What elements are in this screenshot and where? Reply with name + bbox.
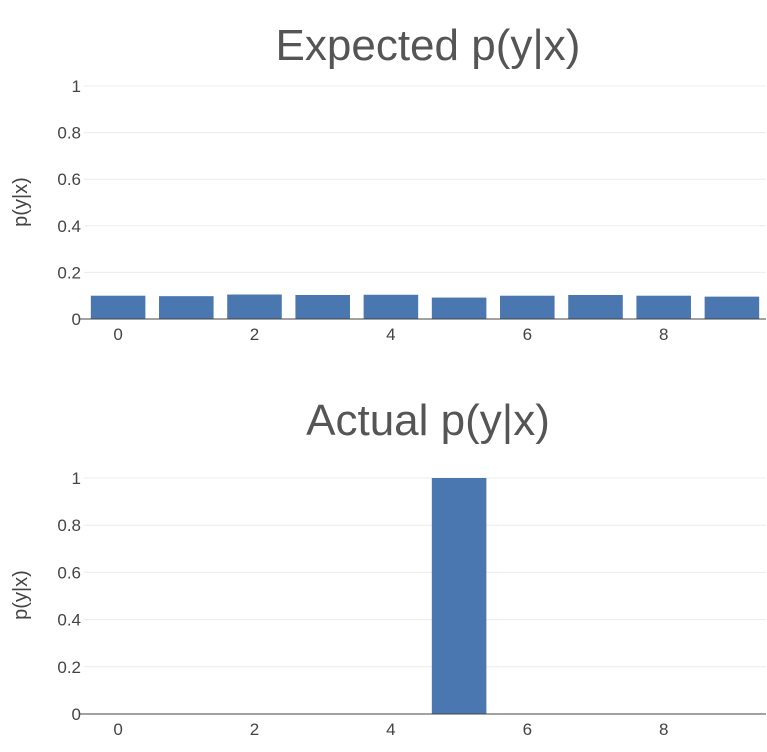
y-tick-label: 0.6 (57, 170, 81, 189)
chart-title: Expected p(y|x) (276, 21, 581, 70)
actual-chart: Actual p(y|x) p(y|x) 0 0.2 0.4 0.6 0.8 1 0 2 4 6 8 (10, 396, 766, 739)
x-tick-label: 2 (250, 325, 259, 344)
x-tick-label: 2 (250, 720, 259, 739)
y-tick-label: 0.6 (57, 563, 81, 582)
x-tick-label: 0 (113, 720, 122, 739)
y-tick-label: 1 (72, 77, 81, 96)
bar (704, 296, 760, 319)
bar (90, 295, 146, 319)
y-tick-label: 0.4 (57, 611, 81, 630)
bar (363, 294, 419, 319)
y-tick-label: 1 (72, 469, 81, 488)
y-tick-label: 0.2 (57, 263, 81, 282)
y-tick-label: 0 (72, 310, 81, 329)
plot-area: 0 0.2 0.4 0.6 0.8 1 0 2 4 6 8 (57, 77, 766, 344)
bar (500, 295, 555, 319)
x-tick-label: 8 (659, 325, 668, 344)
bar (568, 295, 623, 319)
x-tick-label: 0 (113, 325, 122, 344)
plot-area: 0 0.2 0.4 0.6 0.8 1 0 2 4 6 8 (57, 469, 766, 739)
bar (295, 295, 350, 319)
bar (159, 296, 214, 319)
y-tick-label: 0.4 (57, 217, 81, 236)
bar (431, 297, 487, 319)
x-tick-label: 4 (386, 325, 395, 344)
bar (227, 294, 282, 319)
y-axis-title: p(y|x) (10, 570, 32, 620)
bar (636, 295, 691, 319)
y-tick-label: 0.8 (57, 124, 81, 143)
y-axis-title: p(y|x) (10, 177, 32, 227)
y-tick-label: 0.8 (57, 516, 81, 535)
y-tick-label: 0 (72, 705, 81, 724)
expected-chart: Expected p(y|x) p(y|x) 0 0.2 0.4 0.6 0.8 1 0 2 4… (10, 21, 766, 344)
y-tick-label: 0.2 (57, 658, 81, 677)
chart-title: Actual p(y|x) (306, 396, 550, 445)
x-tick-label: 8 (659, 720, 668, 739)
x-tick-label: 6 (523, 325, 532, 344)
bar (431, 478, 487, 714)
x-tick-label: 6 (523, 720, 532, 739)
x-tick-label: 4 (386, 720, 395, 739)
